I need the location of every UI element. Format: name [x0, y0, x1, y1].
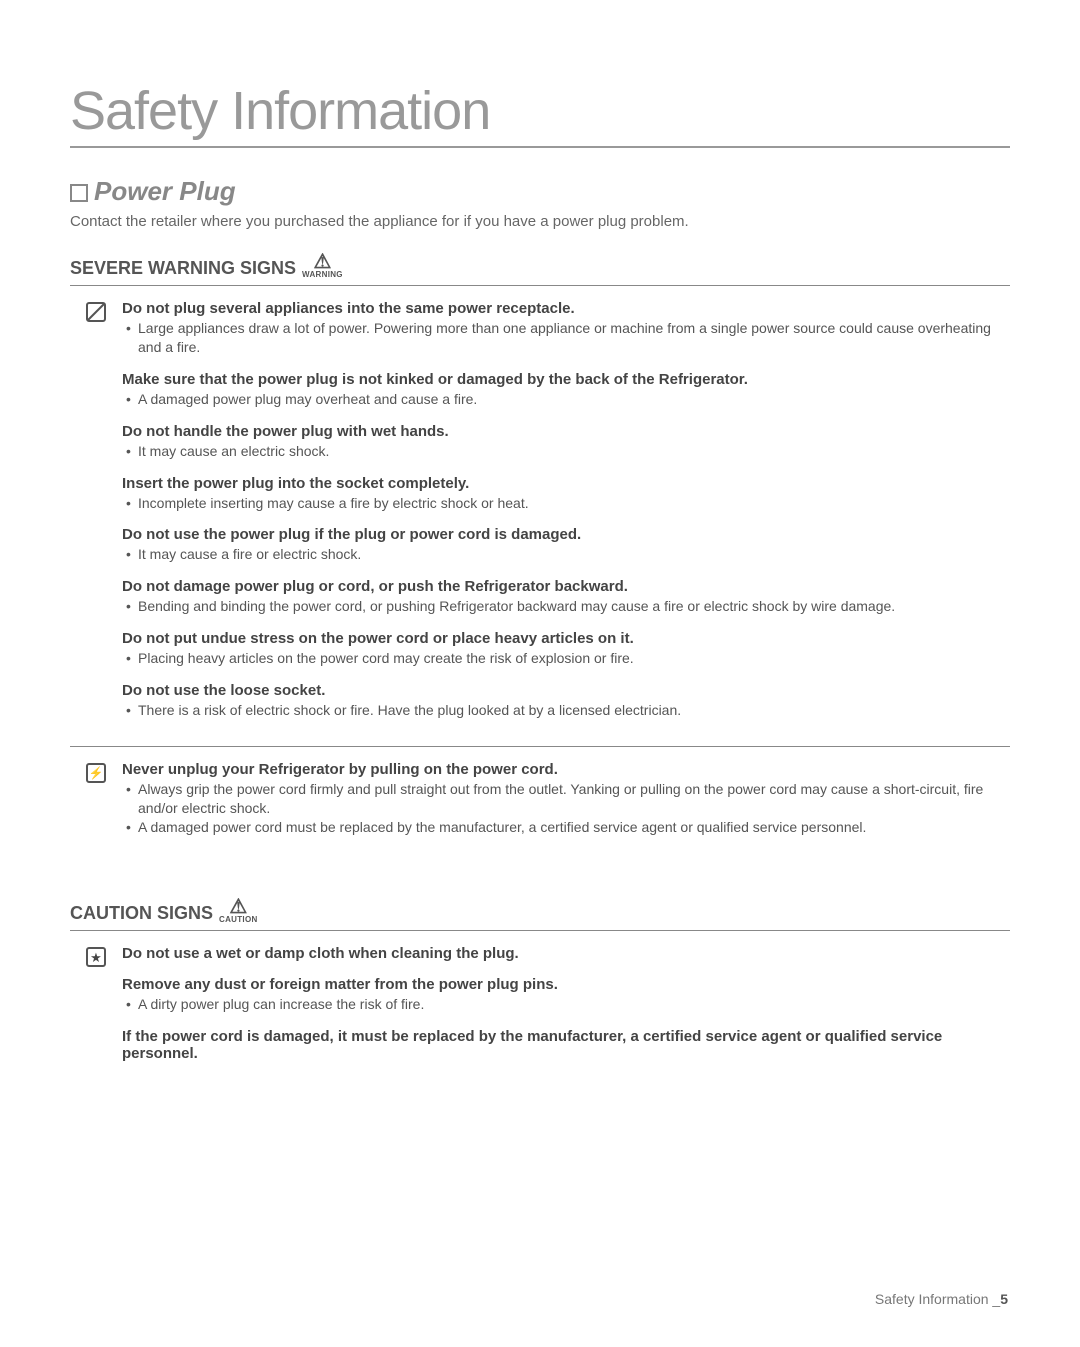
item-bullet: There is a risk of electric shock or fir… [122, 701, 1010, 720]
item-bullet: A damaged power cord must be replaced by… [122, 818, 1010, 837]
item-group: Never unplug your Refrigerator by pullin… [122, 761, 1010, 837]
item-bullet: It may cause an electric shock. [122, 442, 1010, 461]
item-bullet: A dirty power plug can increase the risk… [122, 995, 1010, 1014]
item-heading: Do not put undue stress on the power cor… [122, 630, 1010, 647]
caution-heading: CAUTION SIGNS ⚠ CAUTION [70, 899, 1010, 931]
prohibit-icon [86, 302, 106, 322]
warning-triangle-icon: ⚠ [313, 254, 331, 270]
item-heading: Never unplug your Refrigerator by pullin… [122, 761, 1010, 778]
item-heading: Remove any dust or foreign matter from t… [122, 976, 1010, 993]
section-title-text: Power Plug [94, 176, 236, 206]
item-heading: Make sure that the power plug is not kin… [122, 371, 1010, 388]
item-bullet: Always grip the power cord firmly and pu… [122, 780, 1010, 818]
item-bullet: It may cause a fire or electric shock. [122, 545, 1010, 564]
severe-block-2-content: Never unplug your Refrigerator by pullin… [122, 761, 1010, 851]
item-group: Do not damage power plug or cord, or pus… [122, 578, 1010, 616]
divider [70, 746, 1010, 747]
item-group: Do not put undue stress on the power cor… [122, 630, 1010, 668]
item-group: Do not use the power plug if the plug or… [122, 526, 1010, 564]
left-icon-col: ★ [70, 945, 122, 1076]
item-group: Do not handle the power plug with wet ha… [122, 423, 1010, 461]
severe-warning-heading: SEVERE WARNING SIGNS ⚠ WARNING [70, 254, 1010, 286]
caution-label: CAUTION [219, 915, 258, 924]
caution-block-content: Do not use a wet or damp cloth when clea… [122, 945, 1010, 1076]
item-heading: Do not use the power plug if the plug or… [122, 526, 1010, 543]
item-group: If the power cord is damaged, it must be… [122, 1028, 1010, 1062]
section-title: Power Plug [70, 176, 1010, 207]
left-icon-col [70, 300, 122, 734]
item-group: Do not use a wet or damp cloth when clea… [122, 945, 1010, 962]
item-bullet: Placing heavy articles on the power cord… [122, 649, 1010, 668]
caution-icon-wrap: ⚠ CAUTION [219, 899, 258, 924]
item-group: Do not plug several appliances into the … [122, 300, 1010, 357]
item-group: Do not use the loose socket. There is a … [122, 682, 1010, 720]
item-heading: Do not use the loose socket. [122, 682, 1010, 699]
item-heading: If the power cord is damaged, it must be… [122, 1028, 1010, 1062]
item-heading: Insert the power plug into the socket co… [122, 475, 1010, 492]
item-bullet: A damaged power plug may overheat and ca… [122, 390, 1010, 409]
item-group: Remove any dust or foreign matter from t… [122, 976, 1010, 1014]
item-group: Make sure that the power plug is not kin… [122, 371, 1010, 409]
caution-block: ★ Do not use a wet or damp cloth when cl… [70, 945, 1010, 1076]
intro-text: Contact the retailer where you purchased… [70, 213, 1010, 230]
severe-block-1: Do not plug several appliances into the … [70, 300, 1010, 734]
warning-label: WARNING [302, 270, 343, 279]
severe-block-2: ⚡ Never unplug your Refrigerator by pull… [70, 761, 1010, 851]
warning-icon-wrap: ⚠ WARNING [302, 254, 343, 279]
section-box-icon [70, 184, 88, 202]
item-bullet: Bending and binding the power cord, or p… [122, 597, 1010, 616]
main-title: Safety Information [70, 80, 1010, 148]
plug-icon: ⚡ [86, 763, 106, 783]
item-heading: Do not use a wet or damp cloth when clea… [122, 945, 1010, 962]
star-icon: ★ [86, 947, 106, 967]
severe-heading-text: SEVERE WARNING SIGNS [70, 258, 296, 279]
item-bullet: Large appliances draw a lot of power. Po… [122, 319, 1010, 357]
item-bullet: Incomplete inserting may cause a fire by… [122, 494, 1010, 513]
item-heading: Do not damage power plug or cord, or pus… [122, 578, 1010, 595]
item-heading: Do not plug several appliances into the … [122, 300, 1010, 317]
left-icon-col: ⚡ [70, 761, 122, 851]
item-group: Insert the power plug into the socket co… [122, 475, 1010, 513]
item-heading: Do not handle the power plug with wet ha… [122, 423, 1010, 440]
footer-page: 5 [1000, 1291, 1008, 1307]
caution-heading-text: CAUTION SIGNS [70, 903, 213, 924]
severe-block-1-content: Do not plug several appliances into the … [122, 300, 1010, 734]
footer: Safety Information _5 [875, 1291, 1008, 1307]
footer-text: Safety Information _ [875, 1291, 1000, 1307]
caution-triangle-icon: ⚠ [229, 899, 247, 915]
